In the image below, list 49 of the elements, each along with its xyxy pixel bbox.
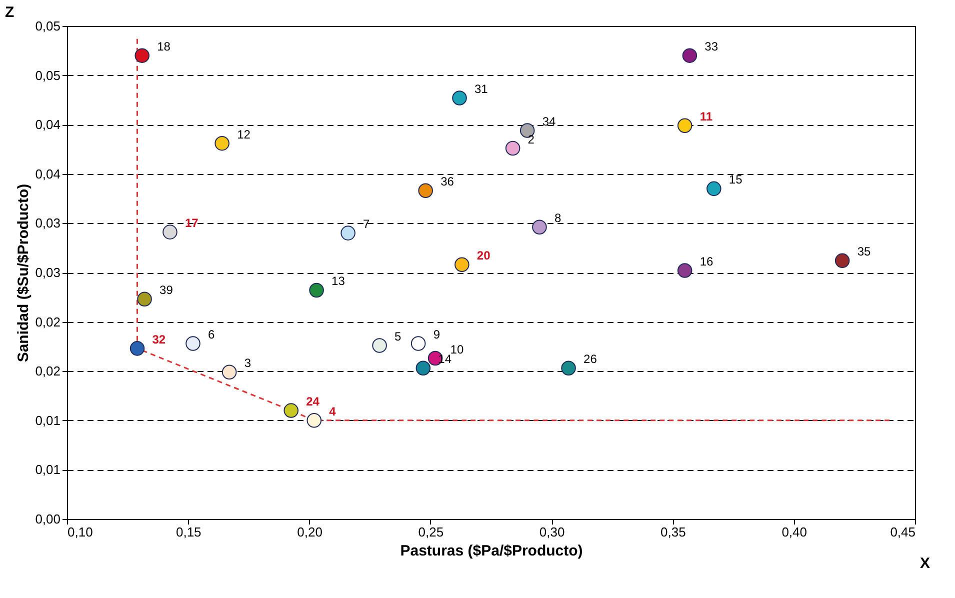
x-tick-label: 0,10 — [68, 524, 93, 540]
annotation: 35 — [857, 244, 871, 259]
annotation: 6 — [208, 327, 215, 342]
y-tick-label: 0,05 — [35, 18, 60, 34]
y-tick-label: 0,03 — [35, 265, 60, 280]
y-tick-label: 0,02 — [35, 314, 60, 330]
y-tick-label: 0,04 — [35, 117, 60, 132]
x-tick-label: 0,25 — [418, 524, 444, 540]
x-axis-title: Pasturas ($Pa/$Producto) — [400, 542, 583, 560]
annotation: 2 — [528, 132, 535, 146]
y-axis-title: Sanidad ($Su/$Producto) — [15, 184, 32, 362]
annotation: 31 — [474, 82, 488, 96]
y-tick-label: 0,02 — [35, 364, 60, 379]
y-tick-label: 0,03 — [35, 216, 60, 231]
annotation: 7 — [363, 217, 370, 232]
annotation: 13 — [332, 274, 346, 288]
annotation: 36 — [440, 174, 454, 189]
x-tick-label: 0,45 — [890, 524, 916, 540]
annotation: 10 — [450, 342, 464, 356]
annotation: 20 — [476, 248, 491, 263]
annotation: 33 — [704, 40, 718, 54]
x-tick-label: 0,40 — [782, 524, 808, 540]
annotation: 17 — [184, 216, 199, 230]
annotation: 12 — [237, 127, 251, 142]
y-tick-label: 0,01 — [35, 412, 60, 428]
x-tick-label: 0,30 — [539, 524, 565, 540]
annotation: 18 — [157, 40, 171, 54]
x-tick-label: 0,20 — [297, 524, 322, 540]
annotation: 24 — [306, 394, 320, 409]
annotation: 34 — [542, 114, 556, 129]
annotation: 8 — [554, 211, 562, 226]
annotation: 32 — [152, 332, 166, 346]
text: Z — [5, 4, 14, 21]
text: X — [920, 555, 930, 572]
annotation: 26 — [584, 352, 598, 366]
annotation: 15 — [728, 172, 743, 187]
annotation: 39 — [160, 283, 174, 298]
annotation: 11 — [700, 110, 713, 124]
x-tick-label: 0,15 — [176, 524, 202, 540]
x-tick-label: 0,35 — [660, 524, 686, 540]
annotation: 3 — [244, 356, 252, 370]
annotation: 16 — [700, 254, 714, 269]
annotation: 5 — [394, 329, 402, 344]
y-tick-label: 0,01 — [35, 462, 60, 478]
annotation: 9 — [433, 327, 440, 342]
y-tick-label: 0,05 — [35, 68, 60, 83]
y-tick-label: 0,00 — [35, 512, 60, 526]
y-tick-label: 0,04 — [35, 166, 60, 182]
annotation: 4 — [329, 404, 336, 418]
